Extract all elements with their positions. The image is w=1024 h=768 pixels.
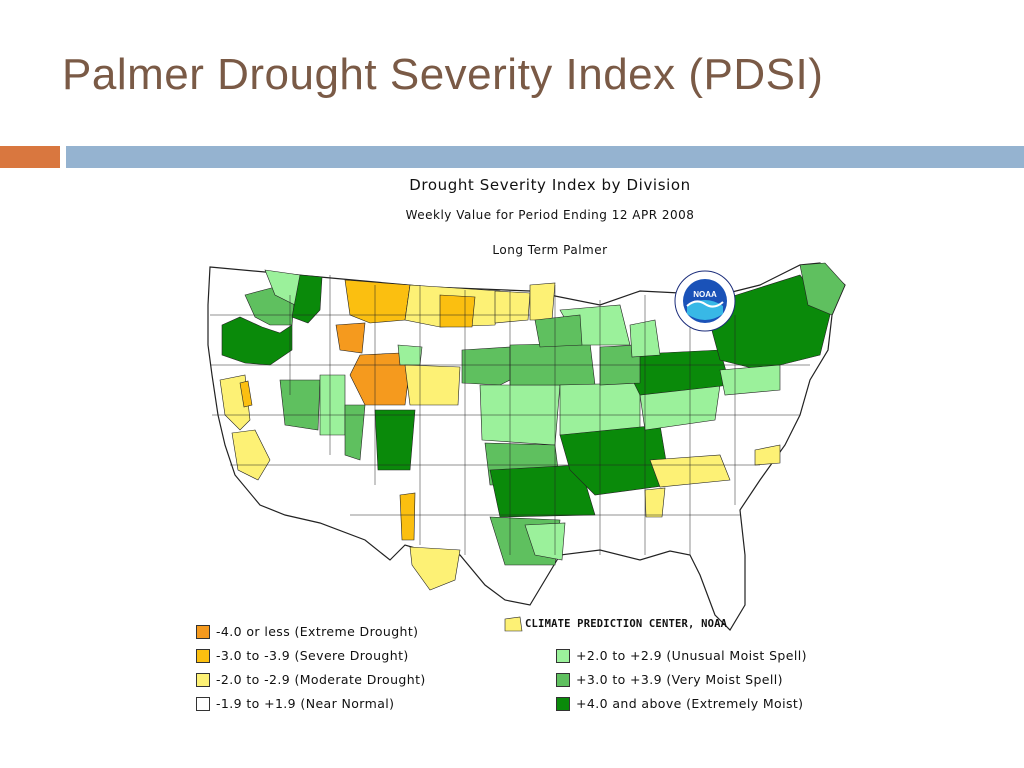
legend-item-extremely-moist: +4.0 and above (Extremely Moist) bbox=[556, 696, 803, 714]
region-nc-moderate bbox=[754, 444, 781, 466]
region-nd-moderate bbox=[494, 290, 531, 324]
region-mt-severe bbox=[344, 279, 411, 324]
legend-swatch bbox=[556, 648, 570, 663]
legend-swatch bbox=[196, 696, 210, 711]
legend-label: +3.0 to +3.9 (Very Moist Spell) bbox=[576, 672, 783, 687]
legend-swatch bbox=[196, 624, 210, 639]
map-subtitle-palmer: Long Term Palmer bbox=[492, 243, 608, 257]
accent-bar-blue bbox=[66, 146, 1024, 168]
legend-label: +2.0 to +2.9 (Unusual Moist Spell) bbox=[576, 648, 807, 663]
legend-label: -1.9 to +1.9 (Near Normal) bbox=[216, 696, 395, 711]
legend-label: +4.0 and above (Extremely Moist) bbox=[576, 696, 804, 711]
region-sd-moderate bbox=[529, 282, 556, 321]
credit-text: CLIMATE PREDICTION CENTER, NOAA bbox=[525, 618, 728, 630]
legend-item-very-moist: +3.0 to +3.9 (Very Moist Spell) bbox=[556, 672, 783, 690]
region-fl-moderate bbox=[504, 616, 523, 632]
division-lines bbox=[210, 275, 810, 555]
legend-item-near-normal: -1.9 to +1.9 (Near Normal) bbox=[196, 696, 394, 714]
legend-swatch bbox=[556, 696, 570, 711]
legend-swatch bbox=[196, 672, 210, 687]
region-co-extreme-moist bbox=[374, 409, 416, 471]
region-wy-unusual bbox=[397, 344, 423, 366]
region-wi-moist bbox=[534, 314, 583, 348]
region-wy-moderate bbox=[404, 364, 461, 406]
region-va-unusual bbox=[719, 364, 781, 396]
region-ut-unusual bbox=[319, 374, 346, 436]
legend-label: -3.0 to -3.9 (Severe Drought) bbox=[216, 648, 409, 663]
legend-swatch bbox=[196, 648, 210, 663]
region-ne-extreme bbox=[704, 274, 831, 371]
region-tx-moderate bbox=[409, 546, 461, 591]
region-nv-moist bbox=[279, 379, 321, 431]
legend-item-extreme-drought: -4.0 or less (Extreme Drought) bbox=[196, 624, 418, 642]
region-ia-moist bbox=[509, 342, 596, 386]
noaa-logo-text: NOAA bbox=[693, 290, 717, 299]
slide-title: Palmer Drought Severity Index (PDSI) bbox=[62, 50, 824, 99]
region-nm-severe bbox=[399, 492, 416, 541]
map-title: Drought Severity Index by Division bbox=[409, 176, 691, 194]
legend-swatch bbox=[556, 672, 570, 687]
region-ut-moist bbox=[344, 404, 366, 461]
legend-item-unusual-moist: +2.0 to +2.9 (Unusual Moist Spell) bbox=[556, 648, 807, 666]
legend-label: -2.0 to -2.9 (Moderate Drought) bbox=[216, 672, 426, 687]
noaa-logo: NOAA bbox=[674, 270, 736, 332]
region-maine-moist bbox=[799, 262, 846, 316]
legend-item-severe-drought: -3.0 to -3.9 (Severe Drought) bbox=[196, 648, 409, 666]
accent-bar-orange bbox=[0, 146, 60, 168]
region-ca-moderate-2 bbox=[231, 429, 271, 481]
region-ga-moderate bbox=[644, 487, 666, 518]
region-mt-severe-2 bbox=[439, 294, 476, 328]
us-drought-map bbox=[207, 262, 846, 632]
region-wa-extreme-moist bbox=[221, 316, 293, 366]
region-id-moist bbox=[291, 274, 323, 324]
region-ca-severe bbox=[239, 380, 253, 408]
region-ark-extreme bbox=[559, 424, 671, 496]
legend-item-moderate-drought: -2.0 to -2.9 (Moderate Drought) bbox=[196, 672, 426, 690]
map-subtitle: Weekly Value for Period Ending 12 APR 20… bbox=[405, 208, 695, 222]
legend-label: -4.0 or less (Extreme Drought) bbox=[216, 624, 419, 639]
region-mt-extreme bbox=[335, 322, 366, 354]
